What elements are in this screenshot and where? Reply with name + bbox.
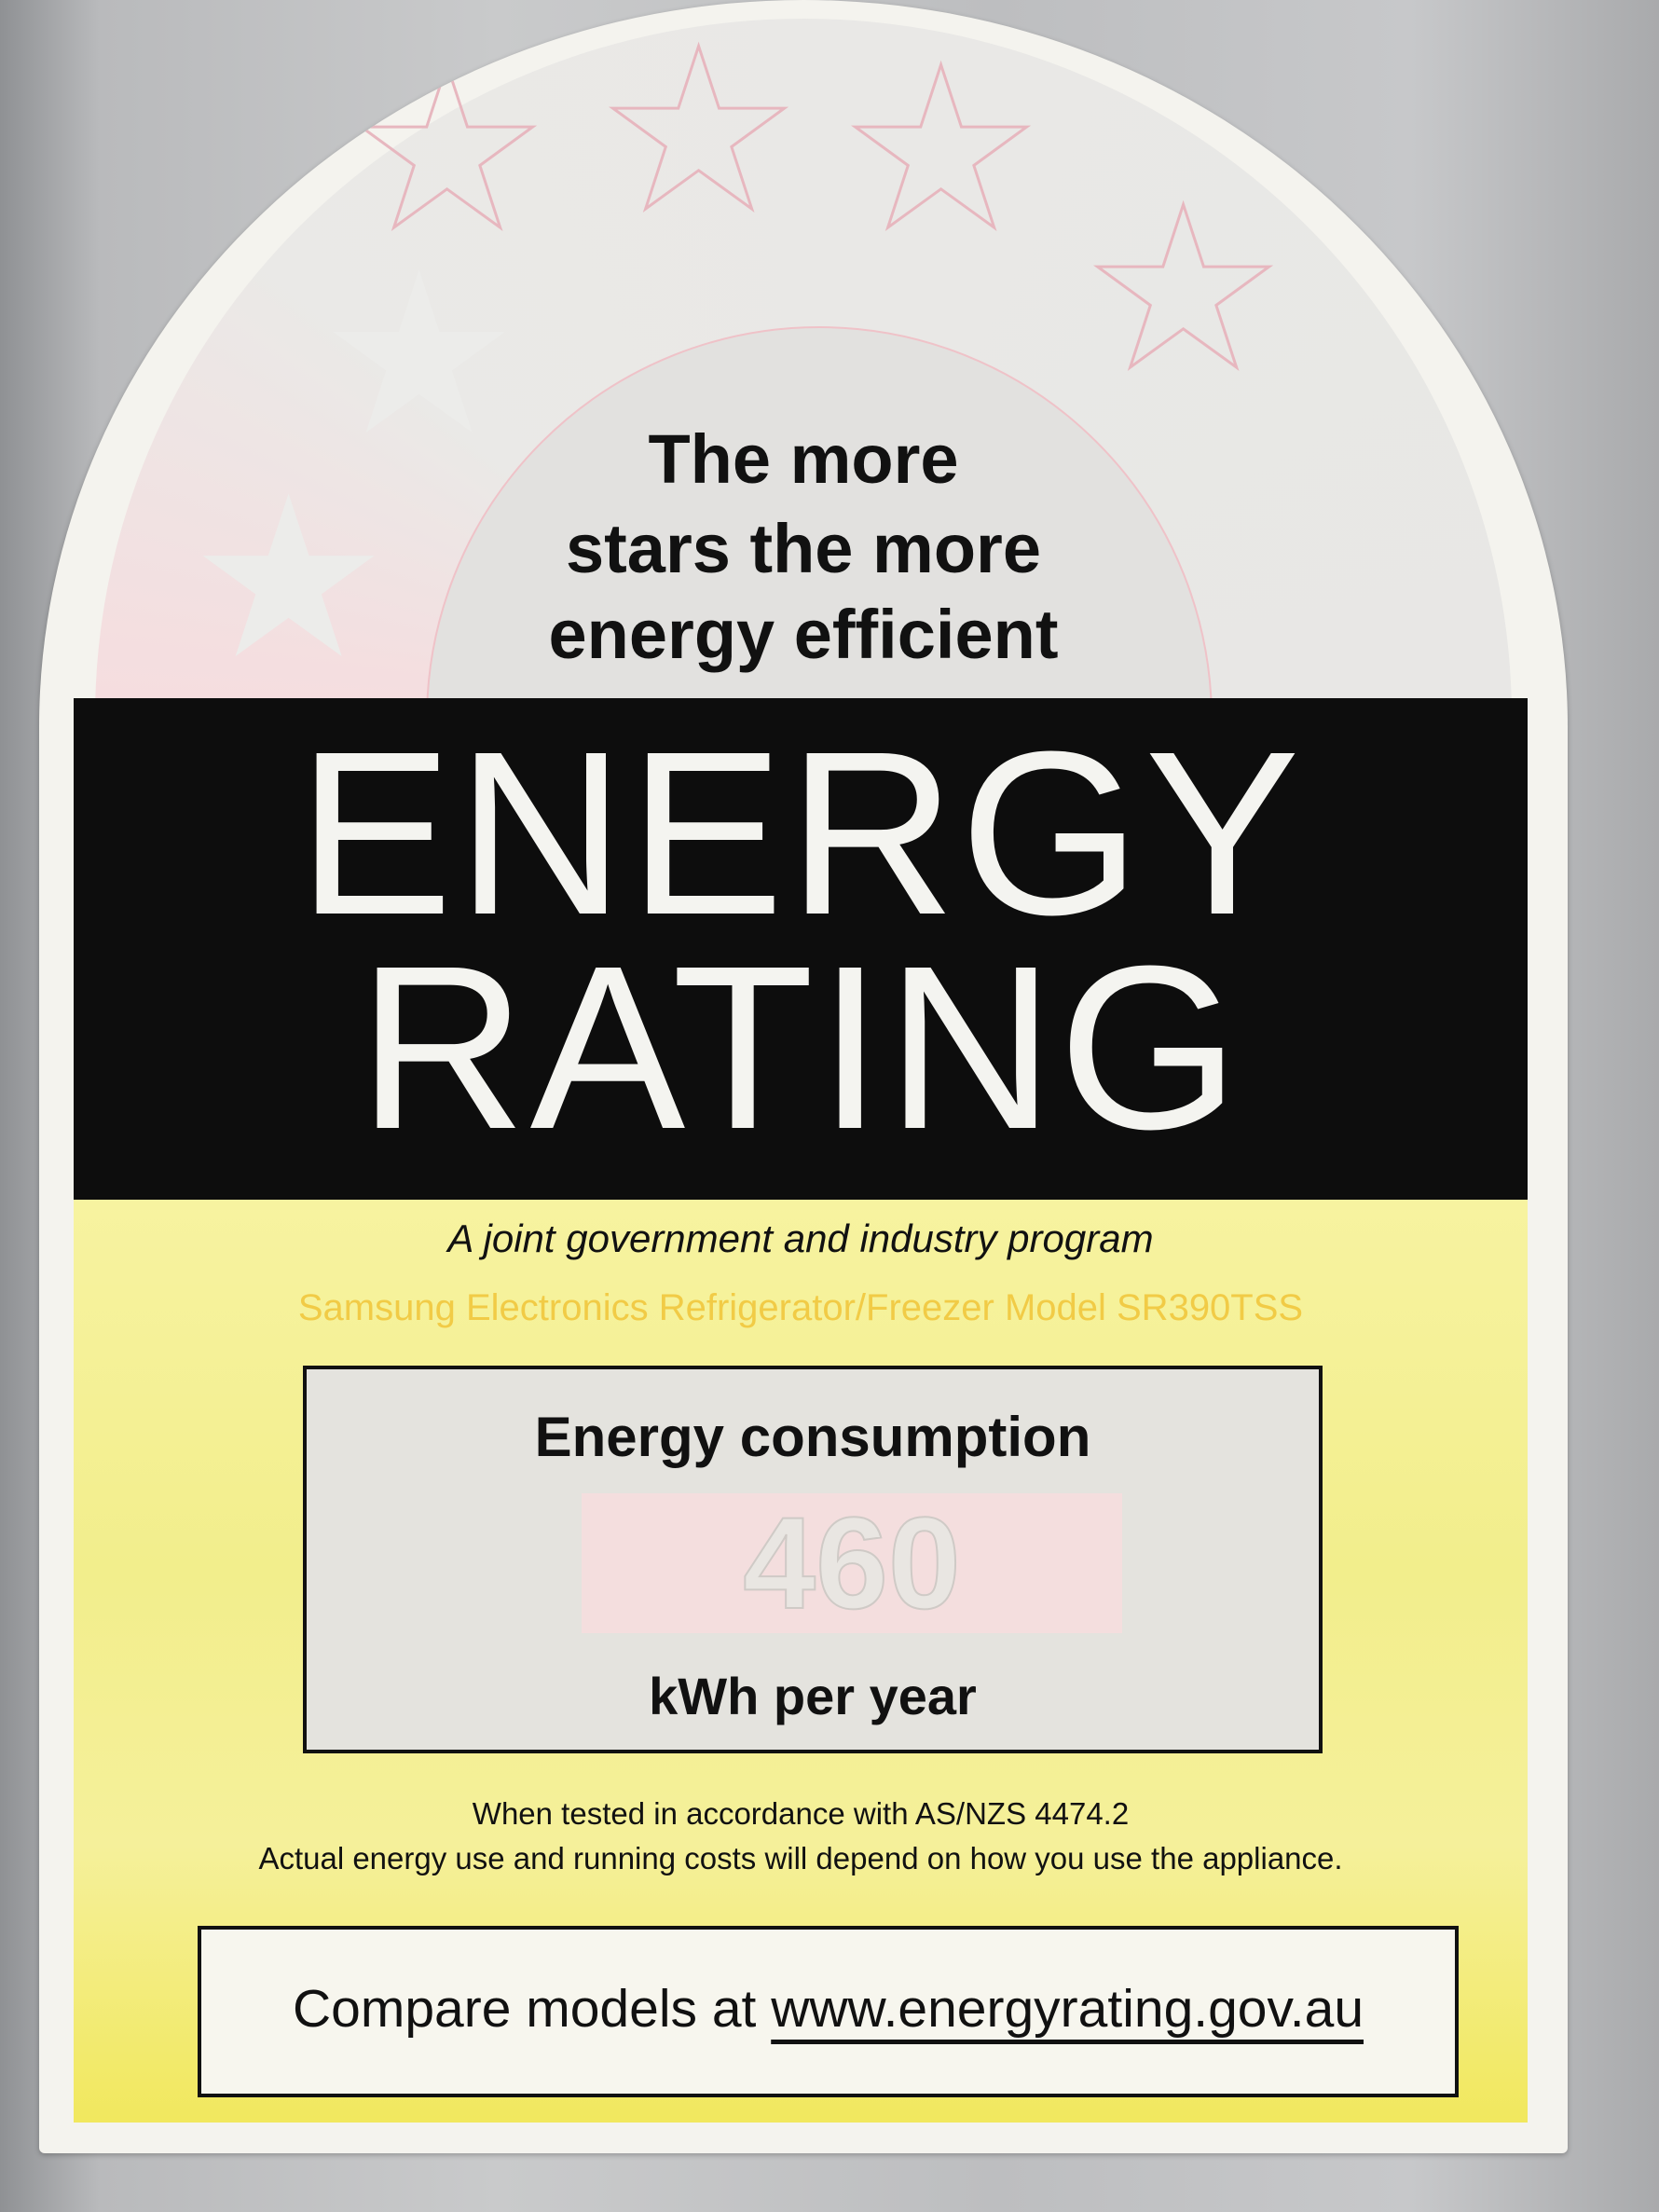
subtitle: A joint government and industry program <box>447 1216 1154 1260</box>
consumption-value: 460 <box>742 1490 962 1636</box>
star-icon: ★ <box>345 24 548 274</box>
consumption-heading: Energy consumption <box>534 1406 1091 1468</box>
model-text: Samsung Electronics Refrigerator/Freezer… <box>297 1287 1304 1328</box>
title-rating: RATING <box>358 917 1243 1177</box>
star-icon: ★ <box>188 453 390 703</box>
usage-note: Actual energy use and running costs will… <box>258 1841 1343 1875</box>
title-energy: ENERGY <box>297 703 1304 963</box>
headline-line-2: stars the more <box>566 510 1041 587</box>
headline-line-1: The more <box>648 420 959 498</box>
energy-consumption-box: Energy consumption 460 kWh per year <box>303 1366 1323 1753</box>
test-note: When tested in accordance with AS/NZS 44… <box>472 1796 1130 1831</box>
compare-line: Compare models at www.energyrating.gov.a… <box>201 1978 1455 2040</box>
headline-line-3: energy efficient <box>548 596 1059 673</box>
consumption-value-box: 460 <box>582 1490 1122 1636</box>
compare-box: Compare models at www.energyrating.gov.a… <box>198 1926 1459 2097</box>
title-band: ENERGY RATING <box>74 698 1528 1200</box>
consumption-unit: kWh per year <box>649 1667 977 1725</box>
compare-link[interactable]: www.energyrating.gov.au <box>771 1979 1364 2039</box>
compare-prefix: Compare models at <box>292 1979 757 2039</box>
star-icon: ★ <box>319 229 520 479</box>
energy-rating-label: ★ ★ ★ ★ ★ ★ The more stars the more ener… <box>39 0 1568 2153</box>
star-icon: ★ <box>839 24 1042 274</box>
star-icon: ★ <box>596 6 800 255</box>
star-icon: ★ <box>1081 164 1284 414</box>
